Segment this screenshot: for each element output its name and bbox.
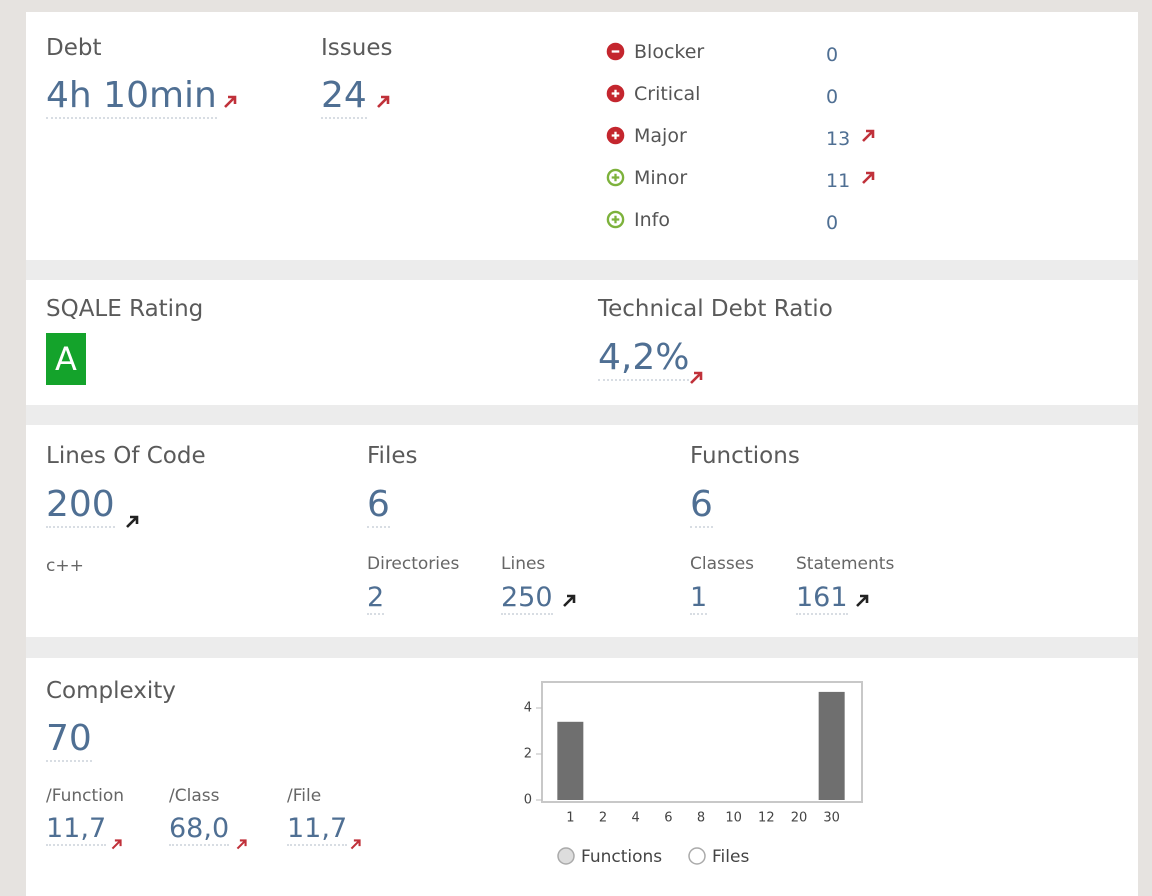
- severity-name[interactable]: Info: [634, 209, 670, 231]
- trend-arrow: [563, 594, 576, 607]
- label: /Function: [46, 786, 125, 806]
- label: Lines: [501, 554, 546, 574]
- value[interactable]: 250: [501, 582, 553, 615]
- severity-icon: [606, 210, 625, 229]
- label: /Class: [169, 786, 220, 806]
- label: Statements: [796, 554, 895, 574]
- value[interactable]: 2: [367, 582, 385, 615]
- y-tick-label: 0: [524, 793, 532, 808]
- value[interactable]: 161: [796, 582, 848, 615]
- severity-count[interactable]: 0: [826, 86, 839, 108]
- severity-icon: [606, 168, 625, 187]
- value[interactable]: 11,7: [46, 813, 107, 846]
- trend-arrow: [350, 839, 361, 850]
- bar: [557, 721, 584, 800]
- value[interactable]: 4,2%: [598, 340, 690, 381]
- severity-count[interactable]: 0: [826, 44, 839, 66]
- value[interactable]: 70: [46, 721, 92, 762]
- label: Directories: [367, 554, 460, 574]
- x-tick-label: 30: [823, 811, 840, 826]
- sqale-panel: SQALE Rating A Technical Debt Ratio 4,2%: [26, 280, 1138, 405]
- trend-arrow: [862, 129, 875, 142]
- severity-icon: [606, 84, 625, 103]
- plot-frame: [541, 681, 863, 803]
- value[interactable]: 200: [46, 487, 115, 528]
- trend-arrow: [856, 594, 869, 607]
- label: Technical Debt Ratio: [598, 296, 833, 322]
- label: SQALE Rating: [46, 296, 204, 322]
- severity-name[interactable]: Critical: [634, 83, 701, 105]
- language: c++: [46, 556, 84, 576]
- severity-icon: [606, 126, 625, 145]
- x-tick-label: 8: [697, 811, 705, 826]
- x-tick-label: 12: [758, 811, 775, 826]
- value[interactable]: 6: [367, 487, 390, 528]
- rating-badge[interactable]: A: [46, 333, 86, 385]
- severity-name[interactable]: Major: [634, 125, 687, 147]
- legend-radio[interactable]: [688, 847, 706, 865]
- bar: [818, 691, 845, 800]
- trend-arrow: [126, 515, 139, 528]
- label: Functions: [690, 443, 800, 469]
- trend-arrow: [224, 95, 237, 108]
- label: Complexity: [46, 678, 176, 704]
- issues-panel: Debt 4h 10min Issues 24 Blocker 0 Critical…: [26, 12, 1138, 260]
- severity-count[interactable]: 0: [826, 212, 839, 234]
- label: Lines Of Code: [46, 443, 206, 469]
- trend-arrow: [690, 371, 703, 384]
- y-tick-label: 4: [524, 701, 532, 716]
- trend-arrow: [862, 171, 875, 184]
- x-tick-label: 6: [664, 811, 672, 826]
- value[interactable]: 11,7: [287, 813, 348, 846]
- severity-icon: [606, 42, 625, 61]
- x-tick-label: 1: [566, 811, 574, 826]
- size-panel: Lines Of Code 200 c++ Files 6 Functions …: [26, 425, 1138, 637]
- legend-label[interactable]: Functions: [581, 847, 662, 867]
- label: /File: [287, 786, 322, 806]
- trend-arrow: [111, 839, 122, 850]
- severity-name[interactable]: Blocker: [634, 41, 705, 63]
- x-tick-label: 2: [599, 811, 607, 826]
- trend-arrow: [236, 839, 247, 850]
- legend-radio[interactable]: [557, 847, 575, 865]
- value[interactable]: 68,0: [169, 813, 230, 846]
- value[interactable]: 1: [690, 582, 708, 615]
- severity-count[interactable]: 13: [826, 128, 851, 150]
- y-tick-label: 2: [524, 747, 532, 762]
- label: Debt: [46, 35, 102, 61]
- value[interactable]: 4h 10min: [46, 78, 217, 119]
- x-tick-label: 10: [725, 811, 742, 826]
- severity-name[interactable]: Minor: [634, 167, 688, 189]
- label: Issues: [321, 35, 393, 61]
- legend-label[interactable]: Files: [712, 847, 749, 867]
- trend-arrow: [377, 95, 390, 108]
- label: Classes: [690, 554, 755, 574]
- value[interactable]: 6: [690, 487, 713, 528]
- value[interactable]: 24: [321, 78, 367, 119]
- severity-count[interactable]: 11: [826, 170, 851, 192]
- x-tick-label: 4: [632, 811, 640, 826]
- x-tick-label: 20: [791, 811, 808, 826]
- label: Files: [367, 443, 418, 469]
